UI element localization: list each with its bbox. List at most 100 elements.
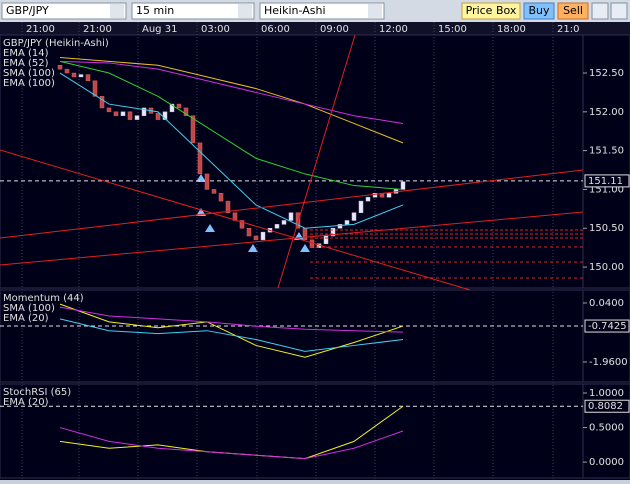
legend-entry: EMA (100): [3, 78, 55, 89]
candle: [190, 115, 196, 144]
interval-select[interactable]: [131, 2, 255, 20]
buy-button[interactable]: [523, 2, 555, 20]
panel-title: StochRSI (65): [3, 387, 71, 398]
candle: [99, 96, 105, 109]
legend-entry: EMA (14): [3, 48, 49, 59]
trend-line: [0, 169, 584, 239]
time-label: 09:00: [320, 24, 349, 35]
candle: [183, 107, 189, 116]
price-box-button[interactable]: [461, 2, 521, 20]
candle: [253, 235, 259, 241]
price-label: 1.0000: [589, 388, 624, 399]
button-label: Buy: [528, 4, 550, 17]
candle: [274, 224, 280, 229]
candle: [239, 220, 245, 229]
current-price: 151.11: [588, 176, 623, 187]
time-label: 21:0: [557, 24, 579, 35]
candle: [288, 212, 294, 221]
candle: [225, 200, 231, 213]
candle: [323, 235, 329, 245]
chart-style: Heikin-Ashi: [264, 4, 326, 17]
price-axis: [582, 383, 630, 479]
candle: [372, 193, 378, 198]
marker: [205, 224, 215, 232]
price-label: 150.00: [589, 262, 624, 273]
button-label: Price Box: [466, 4, 517, 17]
candle: [386, 193, 392, 198]
price-axis: [582, 34, 630, 289]
candle: [400, 181, 406, 190]
time-label: Aug 31: [142, 24, 177, 35]
indicator-line: [59, 60, 404, 124]
candle: [71, 72, 77, 78]
price-label: -1.9600: [589, 357, 628, 368]
indicator-line: [59, 318, 404, 352]
price-label: 152.50: [589, 68, 624, 79]
price-label: 151.50: [589, 146, 624, 157]
dropdown-arrow[interactable]: [238, 4, 252, 18]
candle: [197, 142, 203, 175]
indicator-line: [59, 60, 404, 190]
price-label: 151.00: [589, 184, 624, 195]
time-label: 21:00: [26, 24, 55, 35]
time-axis: [0, 22, 630, 35]
button-label: Sell: [563, 4, 583, 17]
price-label: 0.5000: [589, 423, 624, 434]
price-label: 0.0000: [589, 457, 624, 468]
candle: [92, 80, 98, 97]
indicator-line: [59, 427, 404, 460]
dropdown-arrow[interactable]: [368, 4, 382, 18]
time-label: 15:00: [438, 24, 467, 35]
candle: [64, 68, 70, 74]
indicator-line: [59, 57, 404, 144]
style-select[interactable]: [259, 2, 385, 20]
price-label: 152.00: [589, 107, 624, 118]
candle: [302, 227, 308, 241]
candle: [57, 65, 63, 70]
tool-icon[interactable]: [610, 2, 628, 20]
legend-entry: SMA (100): [3, 68, 55, 79]
dropdown-arrow[interactable]: [110, 4, 124, 18]
candle: [120, 111, 126, 116]
marker: [300, 244, 310, 252]
marker: [196, 174, 206, 182]
panel-title: GBP/JPY (Heikin-Ashi): [3, 38, 109, 49]
candle: [162, 111, 168, 120]
price-label: 0.0400: [589, 298, 624, 309]
candle: [106, 107, 112, 113]
trend-lines: [0, 34, 584, 291]
marker: [248, 244, 258, 252]
price-axis: [582, 289, 630, 383]
candle: [365, 196, 371, 202]
trend-line: [0, 149, 471, 291]
indicator-line: [59, 303, 404, 358]
candle: [85, 74, 91, 82]
legend-entry: SMA (100): [3, 303, 55, 314]
candle: [113, 111, 119, 116]
indicator-line: [59, 306, 404, 333]
candle: [176, 103, 182, 109]
candle: [155, 113, 161, 120]
candle: [337, 224, 343, 229]
candle: [281, 220, 287, 225]
candle: [134, 115, 140, 120]
time-label: 03:00: [201, 24, 230, 35]
price-label: 150.50: [589, 223, 624, 234]
indicator-line: [59, 72, 404, 229]
candle: [169, 103, 175, 113]
symbol-select[interactable]: [1, 2, 127, 20]
candle: [78, 74, 84, 78]
trend-line: [277, 34, 356, 289]
trend-line: [0, 211, 584, 266]
candle: [358, 200, 364, 213]
sell-button[interactable]: [557, 2, 589, 20]
panel-title: Momentum (44): [3, 293, 84, 304]
current-price: -0.7425: [588, 321, 627, 332]
candle: [351, 212, 357, 221]
tool-icon[interactable]: [591, 2, 609, 20]
candle: [141, 107, 147, 116]
candle: [295, 212, 301, 229]
current-box: [584, 174, 630, 188]
candle: [127, 111, 133, 120]
